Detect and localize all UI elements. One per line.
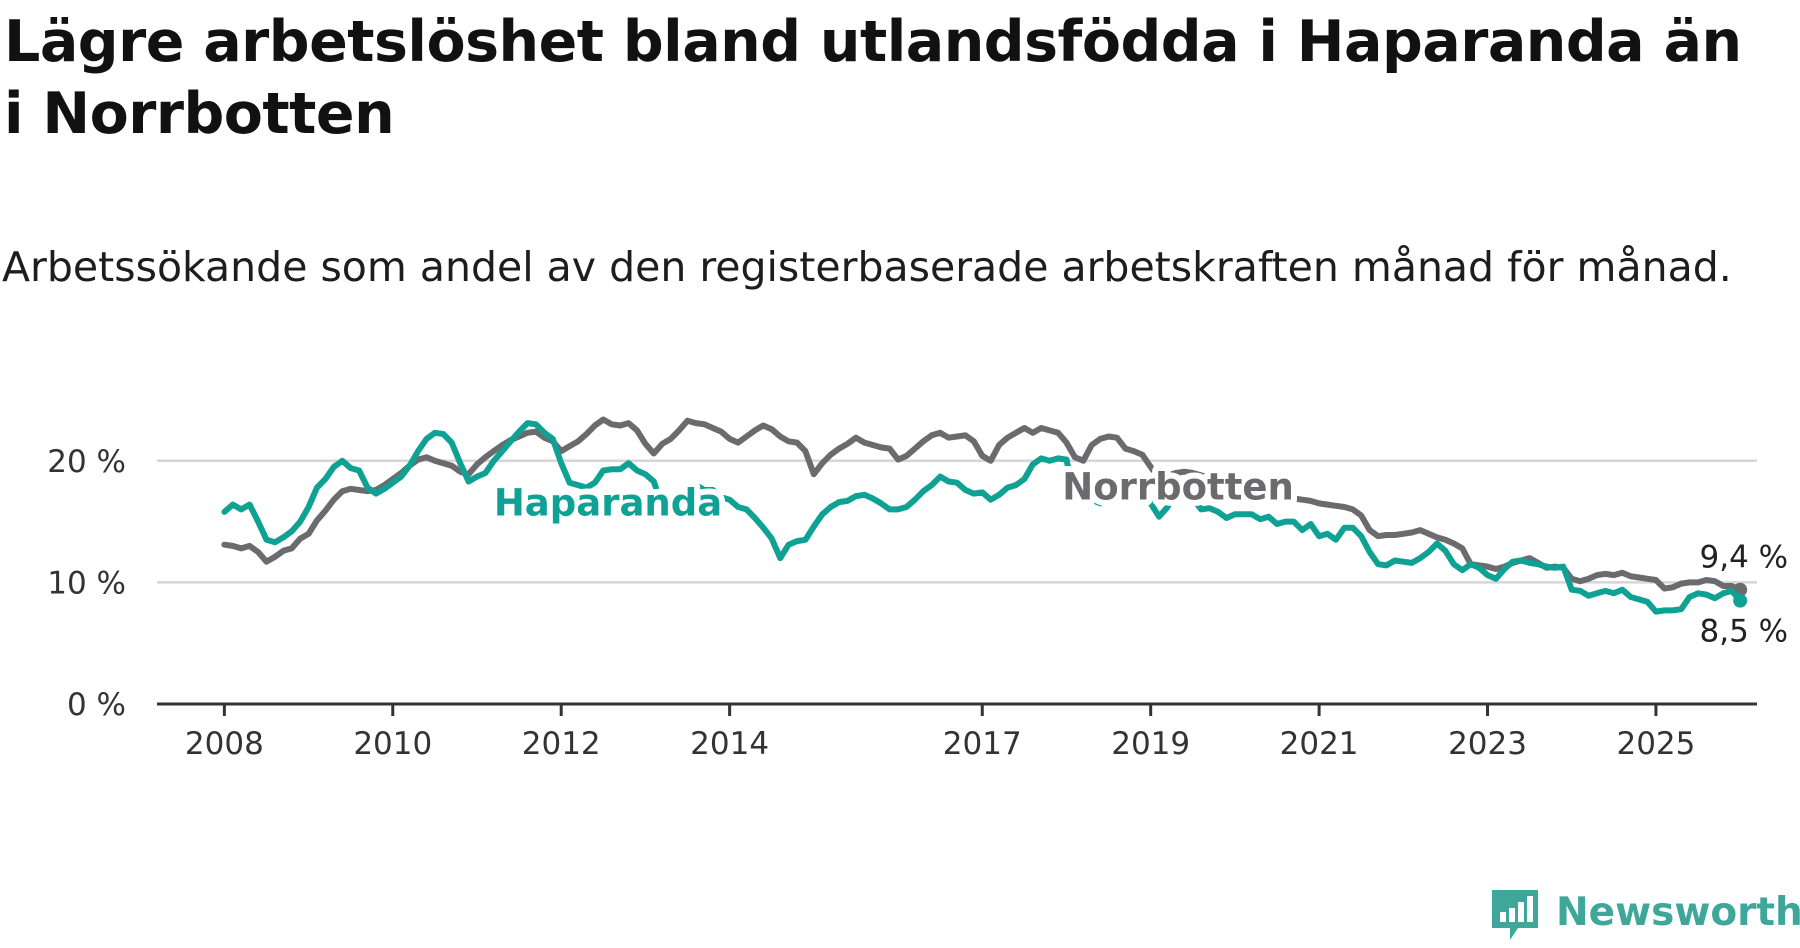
newsworthy-logo: Newsworthy bbox=[1488, 886, 1800, 942]
series-label-halo: Haparanda bbox=[494, 482, 722, 525]
end-value-label-haparanda: 8,5 % bbox=[1700, 614, 1789, 650]
series-end-point bbox=[1733, 593, 1748, 608]
end-value-label-norrbotten: 9,4 % bbox=[1700, 540, 1789, 576]
series-line-haparanda bbox=[221, 420, 1744, 615]
x-tick-label: 2023 bbox=[1448, 726, 1527, 762]
chart-title: Lägre arbetslöshet bland utlandsfödda i … bbox=[4, 9, 1742, 147]
x-tick-label: 2014 bbox=[690, 726, 769, 762]
x-tick-label: 2021 bbox=[1280, 726, 1359, 762]
x-axis: 2008 2010 2012 2014 2017 2019 2021 2023 2025 bbox=[157, 702, 1757, 762]
y-axis-ticks: 0 % 10 % 20 % bbox=[47, 444, 126, 723]
series-label-halo: Norrbotten bbox=[1062, 466, 1294, 509]
y-tick-label: 10 % bbox=[47, 565, 126, 601]
chart-subtitle: Arbetssökande som andel av den registerb… bbox=[2, 243, 1732, 291]
brand-name: Newsworthy bbox=[1556, 890, 1800, 935]
x-tick-label: 2019 bbox=[1111, 726, 1190, 762]
x-tick-label: 2010 bbox=[353, 726, 432, 762]
series-label-haparanda: Haparanda bbox=[494, 482, 722, 525]
series-lines bbox=[221, 416, 1748, 615]
series-label-norrbotten: Norrbotten bbox=[1062, 466, 1294, 509]
x-tick-label: 2008 bbox=[185, 726, 264, 762]
series-line-norrbotten bbox=[221, 416, 1744, 593]
y-tick-label: 0 % bbox=[67, 687, 126, 723]
x-tick-label: 2017 bbox=[943, 726, 1022, 762]
newsworthy-logo-icon bbox=[1492, 890, 1538, 940]
x-tick-label: 2012 bbox=[522, 726, 601, 762]
x-tick-label: 2025 bbox=[1616, 726, 1695, 762]
y-tick-label: 20 % bbox=[47, 444, 126, 480]
